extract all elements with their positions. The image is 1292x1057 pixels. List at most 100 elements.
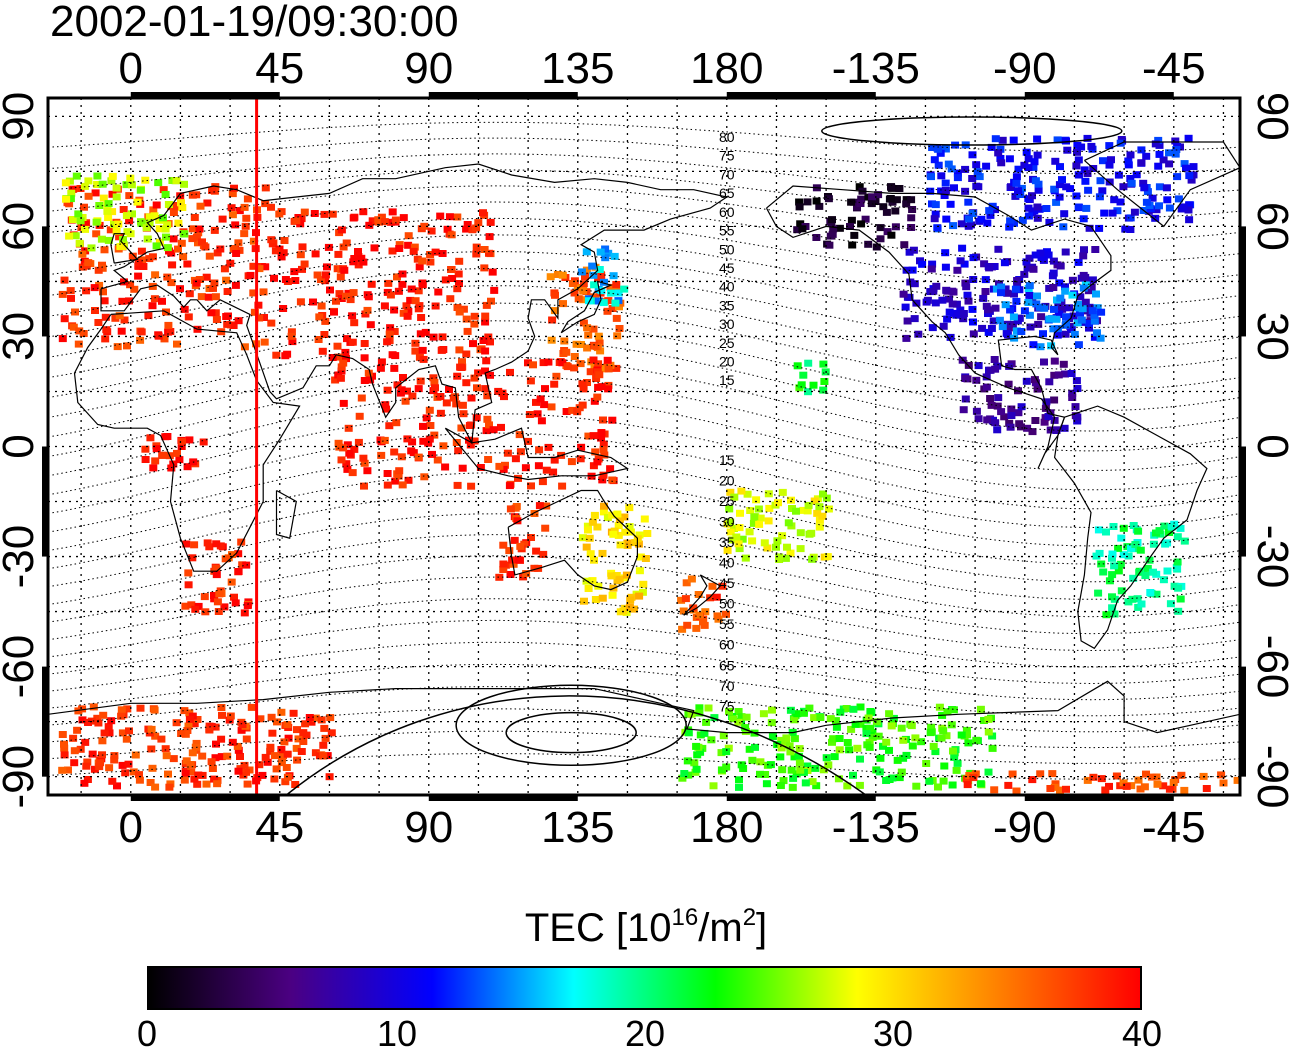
- tec-cell: [692, 624, 701, 632]
- tec-cell: [1139, 179, 1148, 187]
- tec-cell: [592, 375, 601, 382]
- tec-cell: [1004, 781, 1013, 789]
- tec-cell: [847, 216, 856, 224]
- tec-cell: [950, 184, 958, 192]
- tec-cell: [436, 409, 445, 417]
- tec-cell: [828, 738, 836, 746]
- tec-cell: [922, 760, 931, 767]
- tec-cell: [1146, 589, 1155, 596]
- tec-cell: [991, 365, 1000, 373]
- tec-cell: [1084, 186, 1093, 194]
- tec-cell: [599, 508, 608, 516]
- tec-cell: [1161, 540, 1170, 548]
- tec-cell: [178, 204, 187, 211]
- tec-cell: [1176, 524, 1185, 532]
- tec-cell: [505, 482, 514, 490]
- top-lon-tick-label: -45: [1142, 44, 1206, 93]
- tec-cell: [1007, 412, 1016, 419]
- tec-cell: [236, 753, 244, 760]
- tec-cell: [1092, 290, 1100, 298]
- tec-cell: [1152, 590, 1161, 598]
- tec-cell: [211, 754, 220, 762]
- tec-cell: [291, 781, 300, 788]
- tec-cell: [112, 184, 121, 192]
- tec-cell: [123, 705, 132, 713]
- tec-cell: [600, 451, 609, 459]
- tec-cell: [271, 247, 280, 255]
- tec-cell: [926, 729, 935, 737]
- tec-cell: [161, 225, 170, 233]
- tec-cell: [737, 761, 746, 769]
- tec-cell: [1068, 394, 1077, 401]
- tec-cell: [980, 260, 989, 268]
- tec-cell: [1184, 206, 1193, 214]
- tec-cell: [532, 547, 541, 555]
- tec-cell: [895, 185, 904, 192]
- tec-cell: [1074, 156, 1083, 164]
- colorbar-tick-label: 20: [624, 1013, 666, 1054]
- tec-cell: [729, 715, 738, 723]
- tec-cell: [597, 434, 606, 442]
- tec-cell: [118, 761, 127, 769]
- tec-cell: [124, 760, 133, 768]
- tec-cell: [104, 200, 113, 208]
- tec-cell: [201, 243, 210, 251]
- tec-cell: [391, 477, 400, 485]
- tec-cell: [418, 346, 427, 354]
- tec-cell: [128, 252, 137, 260]
- tec-cell: [197, 293, 206, 301]
- tec-cell: [1056, 294, 1065, 302]
- tec-cell: [945, 295, 953, 303]
- tec-cell: [734, 708, 743, 715]
- tec-cell: [218, 711, 226, 719]
- tec-cell: [343, 335, 351, 343]
- tec-cell: [93, 172, 102, 180]
- tec-cell: [979, 294, 988, 302]
- tec-cell: [163, 273, 172, 281]
- tec-cell: [764, 490, 773, 498]
- tec-cell: [1076, 309, 1084, 317]
- tec-cell: [95, 763, 104, 771]
- tec-cell: [803, 198, 812, 206]
- tec-cell: [321, 734, 330, 742]
- tec-cell: [934, 161, 943, 169]
- tec-cell: [1219, 779, 1228, 787]
- contour-label: 60: [719, 637, 735, 653]
- tec-cell: [765, 504, 774, 512]
- tec-cell: [856, 703, 865, 711]
- tec-cell: [1050, 185, 1059, 193]
- tec-cell: [551, 291, 559, 299]
- tec-cell: [897, 768, 906, 776]
- tec-cell: [1013, 277, 1022, 284]
- tec-cell: [964, 198, 973, 206]
- tec-cell: [582, 543, 591, 551]
- tec-cell: [398, 270, 407, 278]
- tec-cell: [499, 465, 508, 473]
- tec-cell: [270, 274, 278, 282]
- magnetic-latitude-contour: [48, 338, 1240, 432]
- tec-cell: [819, 490, 827, 498]
- tec-cell: [829, 735, 838, 743]
- tec-cell: [439, 442, 448, 450]
- tec-cell: [321, 277, 330, 285]
- tec-cell: [885, 746, 893, 754]
- colorbar-title-suffix: ]: [756, 906, 768, 950]
- tec-cell: [1005, 155, 1014, 163]
- tec-cell: [745, 745, 754, 753]
- tec-cell: [384, 279, 393, 287]
- tec-cell: [60, 744, 69, 752]
- tec-cell: [149, 206, 158, 214]
- tec-cell: [1000, 413, 1009, 421]
- tec-cell: [136, 704, 145, 712]
- tec-cell: [846, 223, 854, 230]
- tec-cell: [704, 704, 713, 712]
- tec-cell: [300, 260, 309, 268]
- tec-cell: [125, 727, 133, 735]
- tec-cell: [1046, 409, 1055, 417]
- tec-cell: [968, 151, 977, 159]
- tec-cell: [1054, 371, 1063, 379]
- tec-cell: [922, 298, 931, 306]
- tec-cell: [180, 180, 188, 188]
- tec-cell: [793, 362, 802, 370]
- tec-cell: [429, 374, 438, 382]
